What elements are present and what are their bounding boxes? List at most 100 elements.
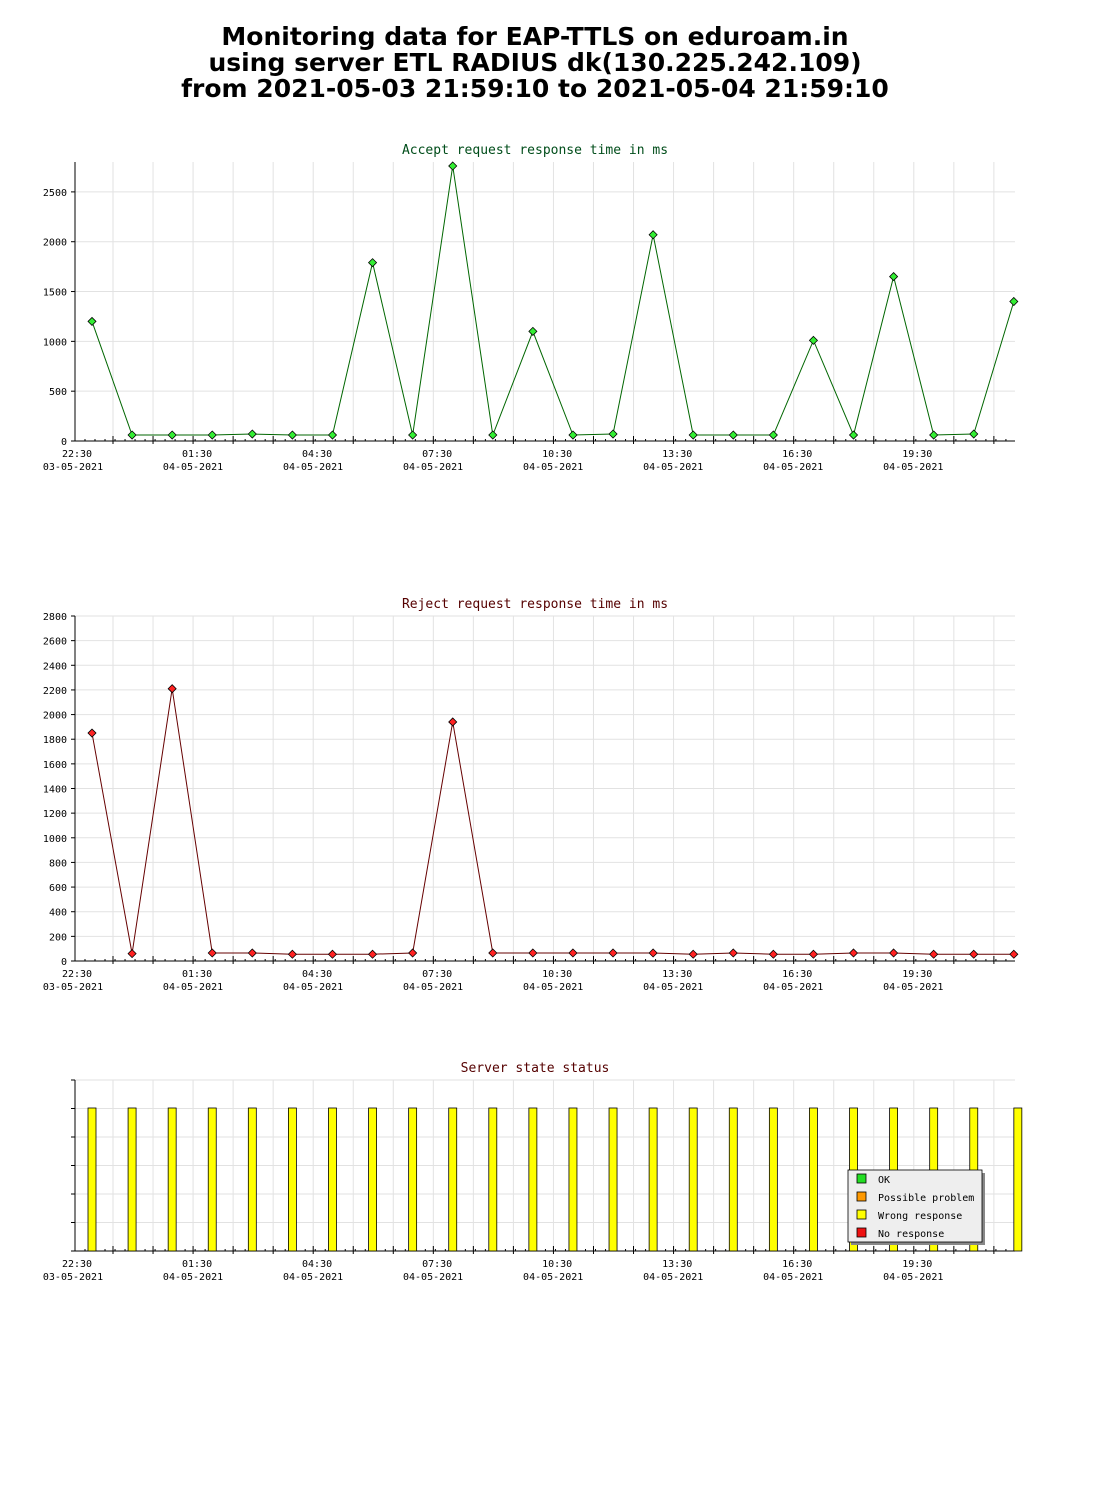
legend-label: Wrong response	[878, 1211, 962, 1222]
x-tick-label-time: 19:30	[902, 449, 932, 460]
chart-title: Accept request response time in ms	[402, 143, 668, 158]
data-point	[488, 430, 498, 440]
series-line	[91, 688, 1014, 955]
status-bar	[648, 1107, 658, 1252]
series-line	[91, 165, 1015, 437]
page-title-line-3: from 2021-05-03 21:59:10 to 2021-05-04 2…	[181, 74, 889, 103]
x-tick-label-date: 04-05-2021	[403, 462, 463, 473]
chart-title: Server state status	[461, 1061, 610, 1076]
page-title: Monitoring data for EAP-TTLS on eduroam.…	[0, 24, 1070, 102]
data-point	[848, 430, 859, 440]
data-point	[528, 948, 538, 958]
status-bar	[328, 1107, 337, 1252]
y-tick-label: 0	[61, 437, 67, 448]
x-tick-label-time: 01:30	[182, 1259, 212, 1270]
status-bar	[568, 1107, 578, 1252]
x-tick-label-date: 04-05-2021	[163, 1272, 223, 1283]
data-point	[728, 948, 738, 958]
x-tick-label-date: 04-05-2021	[883, 982, 943, 993]
y-tick-label: 1500	[43, 288, 67, 299]
y-tick-label: 2000	[43, 238, 67, 249]
x-tick-label-date: 04-05-2021	[883, 462, 943, 473]
x-tick-label-date: 04-05-2021	[763, 1272, 823, 1283]
legend-label: OK	[878, 1175, 890, 1186]
x-tick-label-time: 07:30	[422, 969, 452, 980]
page-title-line-2: using server ETL RADIUS dk(130.225.242.1…	[208, 48, 862, 77]
data-point	[327, 430, 338, 440]
data-point	[167, 684, 177, 694]
status-bar	[408, 1107, 418, 1252]
y-tick-label: 500	[49, 387, 67, 398]
x-tick-label-date: 03-05-2021	[43, 462, 103, 473]
data-point	[568, 948, 578, 958]
x-tick-label-date: 04-05-2021	[163, 982, 223, 993]
x-tick-label-time: 16:30	[782, 969, 812, 980]
data-point	[127, 430, 137, 440]
y-tick-label: 200	[49, 932, 67, 943]
x-tick-label-time: 10:30	[542, 969, 572, 980]
data-point	[448, 161, 458, 171]
data-point	[889, 272, 899, 282]
x-tick-label-date: 04-05-2021	[643, 1272, 703, 1283]
data-point	[568, 430, 578, 440]
x-tick-label-time: 19:30	[902, 1259, 932, 1270]
legend-label: No response	[878, 1229, 944, 1240]
status-bar	[768, 1107, 778, 1252]
status-bar	[287, 1107, 297, 1252]
x-tick-label-time: 22:30	[62, 449, 92, 460]
status-bar	[247, 1107, 257, 1252]
x-tick-label-time: 13:30	[662, 449, 692, 460]
x-tick-label-time: 13:30	[662, 1259, 692, 1270]
x-tick-label-time: 19:30	[902, 969, 932, 980]
x-tick-label-time: 04:30	[302, 449, 332, 460]
data-point	[327, 949, 338, 959]
data-point	[167, 430, 177, 440]
status-bar	[87, 1107, 97, 1252]
y-tick-label: 600	[49, 883, 67, 894]
x-tick-label-date: 04-05-2021	[523, 1272, 583, 1283]
status-bar	[127, 1107, 137, 1252]
x-tick-label-date: 04-05-2021	[283, 1272, 343, 1283]
x-tick-label-time: 16:30	[782, 449, 812, 460]
x-tick-label-date: 03-05-2021	[43, 982, 103, 993]
legend-swatch	[856, 1209, 867, 1220]
data-point	[127, 949, 137, 959]
accept-response-chart: Accept request response time in ms 0 500 10…	[43, 143, 1019, 473]
data-point	[448, 717, 458, 727]
y-tick-label: 0	[61, 957, 67, 968]
data-point	[207, 948, 217, 958]
status-bar	[728, 1107, 738, 1252]
data-point	[688, 949, 698, 959]
chart-title: Reject request response time in ms	[402, 597, 668, 612]
x-tick-label-time: 10:30	[542, 1259, 572, 1270]
x-tick-label-time: 16:30	[782, 1259, 812, 1270]
x-tick-label-time: 13:30	[662, 969, 692, 980]
x-tick-label-time: 01:30	[182, 449, 212, 460]
status-bar	[368, 1107, 377, 1252]
data-point	[367, 949, 378, 959]
x-tick-label-date: 04-05-2021	[523, 982, 583, 993]
x-tick-label-time: 04:30	[302, 969, 332, 980]
y-tick-label: 2500	[43, 188, 67, 199]
server-state-chart: Server state status 22:30 03-05-2021 01:30 0…	[43, 1061, 1023, 1283]
status-bar	[1013, 1107, 1023, 1252]
page-title-line-1: Monitoring data for EAP-TTLS on eduroam.…	[221, 22, 849, 51]
x-tick-label-time: 04:30	[302, 1259, 332, 1270]
legend-swatch	[856, 1173, 867, 1184]
y-tick-label: 2800	[43, 612, 67, 623]
data-point	[207, 430, 217, 440]
data-point	[929, 949, 939, 959]
data-point	[728, 430, 738, 440]
data-point	[408, 948, 418, 958]
legend-swatch	[856, 1227, 867, 1238]
x-tick-label-date: 04-05-2021	[403, 982, 463, 993]
x-tick-label-time: 01:30	[182, 969, 212, 980]
reject-response-chart: Reject request response time in ms 0 200 40…	[43, 597, 1019, 993]
status-bar	[688, 1107, 698, 1252]
y-tick-label: 2400	[43, 661, 67, 672]
status-bar	[528, 1107, 538, 1252]
y-tick-label: 1000	[43, 337, 67, 348]
x-tick-label-date: 04-05-2021	[283, 982, 343, 993]
y-tick-label: 800	[49, 858, 67, 869]
x-tick-label-date: 04-05-2021	[523, 462, 583, 473]
